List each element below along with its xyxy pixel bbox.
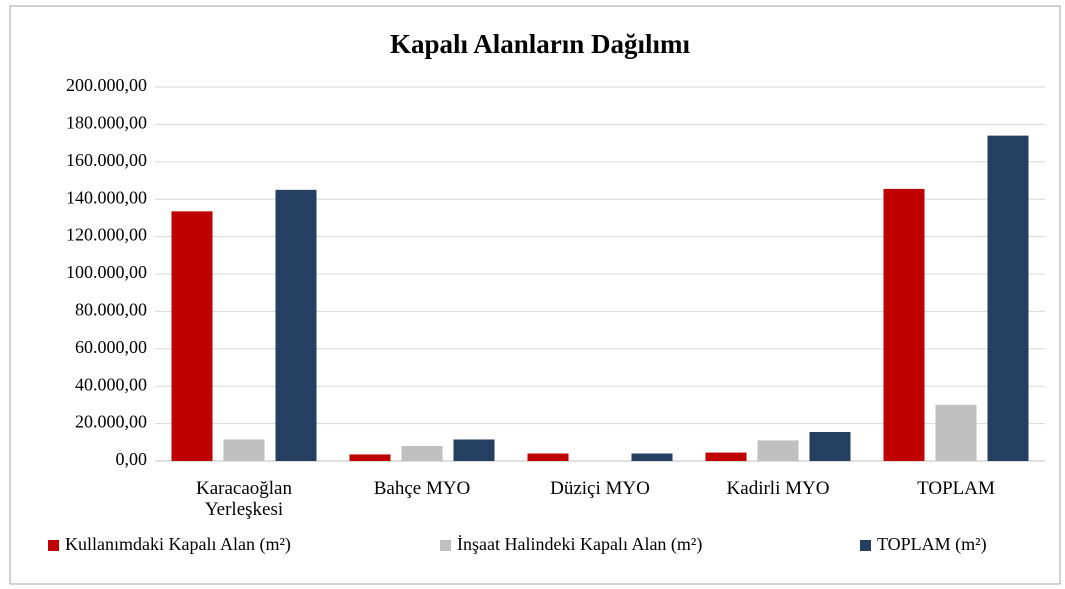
y-tick-label: 200.000,00 xyxy=(66,75,147,95)
y-tick-label: 80.000,00 xyxy=(75,300,147,320)
bar xyxy=(631,453,673,461)
bar xyxy=(349,454,391,461)
y-tick-label: 100.000,00 xyxy=(66,262,147,282)
bar xyxy=(527,453,569,461)
legend-label: Kullanımdaki Kapalı Alan (m²) xyxy=(65,534,291,555)
bar xyxy=(935,404,977,461)
chart-border xyxy=(9,5,1061,585)
bar xyxy=(809,432,851,461)
bar xyxy=(883,188,925,462)
x-tick-label: Karacaoğlan Yerleşkesi xyxy=(196,478,292,520)
y-tick-label: 0,00 xyxy=(116,449,148,469)
chart-title: Kapalı Alanların Dağılımı xyxy=(390,29,691,59)
bar xyxy=(705,452,747,461)
legend-label: TOPLAM (m²) xyxy=(877,534,987,555)
bar xyxy=(223,439,265,461)
y-tick-label: 20.000,00 xyxy=(75,412,147,432)
y-tick-label: 40.000,00 xyxy=(75,374,147,394)
y-tick-label: 140.000,00 xyxy=(66,187,147,207)
y-tick-label: 60.000,00 xyxy=(75,337,147,357)
legend-swatch xyxy=(48,540,59,551)
y-tick-label: 180.000,00 xyxy=(66,113,147,133)
x-tick-label: Kadirli MYO xyxy=(726,478,830,499)
bar xyxy=(275,189,317,461)
bar xyxy=(171,211,213,461)
legend-swatch xyxy=(860,540,871,551)
bar xyxy=(757,440,799,461)
y-tick-label: 120.000,00 xyxy=(66,225,147,245)
bar xyxy=(401,446,443,461)
x-tick-label: TOPLAM xyxy=(917,478,995,499)
bar xyxy=(987,135,1029,461)
bar xyxy=(453,439,495,461)
legend-label: İnşaat Halindeki Kapalı Alan (m²) xyxy=(457,534,702,555)
y-tick-label: 160.000,00 xyxy=(66,150,147,170)
legend-swatch xyxy=(440,540,451,551)
x-tick-label: Düziçi MYO xyxy=(550,478,650,499)
x-tick-label: Bahçe MYO xyxy=(373,478,471,499)
